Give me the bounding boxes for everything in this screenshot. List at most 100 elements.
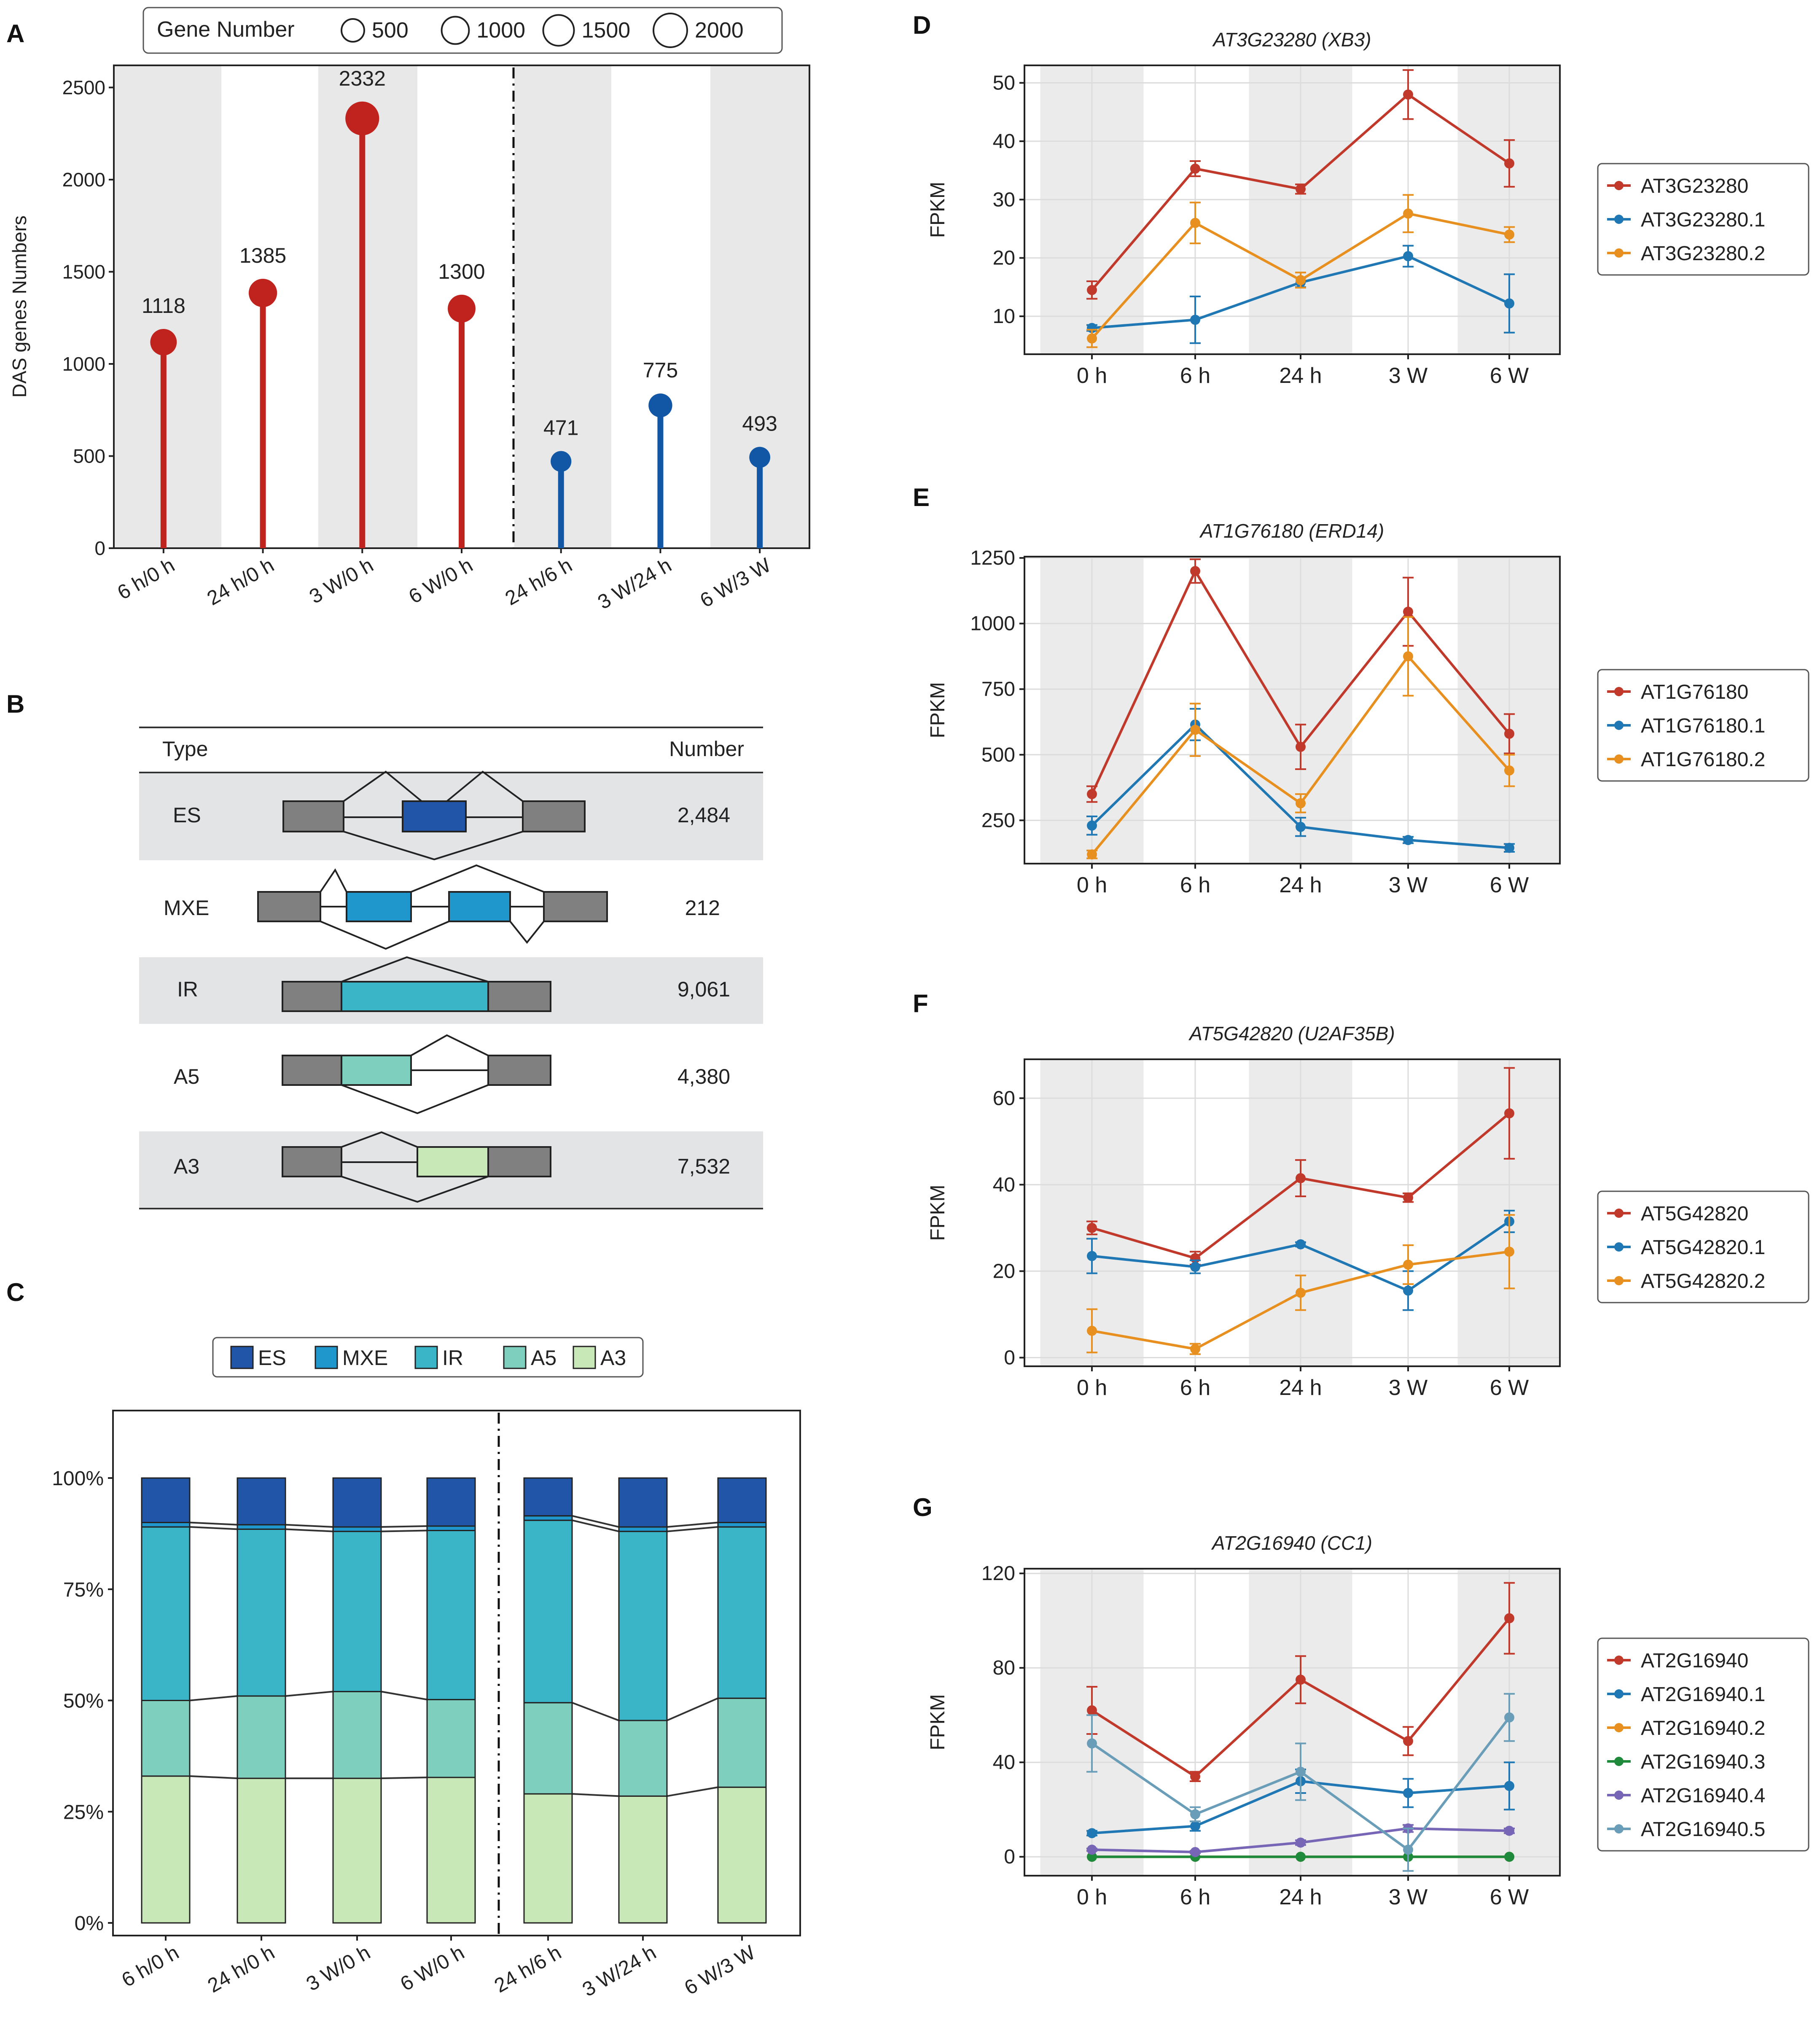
diagram-a5: [282, 1034, 551, 1115]
legend-label: AT3G23280.2: [1641, 242, 1765, 265]
table-row-type-mxe: MXE: [164, 896, 209, 920]
series-point: [1504, 1712, 1514, 1723]
stacked-bar-segment-a5: [523, 1702, 573, 1795]
lollipop-point: [749, 447, 771, 468]
panel-letter-f: F: [913, 989, 928, 1018]
panel-a-ytick-label: 1500: [62, 261, 105, 283]
chart-ytick-label: 20: [993, 1260, 1015, 1282]
series-point: [1296, 1852, 1306, 1862]
chart-ylabel: FPKM: [927, 1694, 949, 1750]
legend-key-point: [1614, 1790, 1624, 1800]
chart-title: AT3G23280 (XB3): [1212, 29, 1371, 51]
table-row-type-a5: A5: [174, 1065, 199, 1088]
diagram-ir: [282, 956, 551, 1012]
panel-a: 0 500 1000 1500 2000 2500 1118 1385 2332 1300 471…: [8, 7, 810, 614]
legend-swatch-ir: [414, 1346, 438, 1369]
lollipop-point: [248, 279, 277, 307]
panel-c-flow-line: [667, 1521, 718, 1528]
stacked-bar-segment-mxe: [618, 1526, 668, 1532]
panel-c-legend-items: ES MXE IR A5 A3: [230, 1346, 626, 1370]
series-point: [1504, 1781, 1514, 1791]
chart-xtick-label: 0 h: [1077, 1885, 1107, 1909]
panel-c-ytick-label: 25%: [63, 1801, 104, 1823]
stacked-bar-segment-es: [618, 1477, 668, 1528]
legend-key-point: [1614, 1656, 1624, 1665]
chart-xtick-label: 6 W: [1490, 873, 1529, 897]
panel-a-xtick-label: 24 h/0 h: [203, 554, 278, 610]
chart-xtick-label: 24 h: [1279, 1376, 1322, 1400]
panel-c-flow-line: [572, 1793, 619, 1797]
chart-ytick-label: 10: [993, 305, 1015, 328]
size-legend-label: 1500: [582, 18, 631, 43]
legend-key-point: [1614, 1689, 1624, 1699]
series-point: [1190, 1809, 1200, 1820]
chart-ytick-label: 1000: [970, 613, 1015, 635]
legend-label-a5: A5: [531, 1346, 556, 1370]
panel-c-ytick-label: 0%: [75, 1912, 104, 1935]
table-row-type-ir: IR: [177, 977, 198, 1001]
diagram-mxe: [257, 864, 608, 950]
legend-key-point: [1614, 754, 1624, 764]
chart-ylabel: FPKM: [927, 182, 949, 238]
legend-label: AT5G42820.1: [1641, 1236, 1765, 1259]
chart-ytick-label: 40: [993, 130, 1015, 153]
size-legend-items: 500 1000 1500 2000: [341, 13, 744, 48]
series-point: [1296, 1837, 1306, 1848]
legend-label: AT3G23280: [1641, 175, 1748, 197]
series-point: [1504, 158, 1514, 169]
panel-c-plot-border: [112, 1410, 801, 1936]
chart-legend-box: [1597, 163, 1809, 276]
chart-ytick-label: 40: [993, 1174, 1015, 1196]
stacked-bar-segment-a3: [717, 1786, 767, 1924]
series-point: [1296, 1173, 1306, 1183]
panel-c-xtick-label: 6 W/0 h: [397, 1941, 468, 1996]
stacked-bar-segment-a5: [237, 1695, 286, 1779]
stacked-bar-segment-es: [717, 1477, 767, 1523]
panel-a-xtick-label: 6 W/3 W: [696, 554, 775, 612]
chart-xtick-label: 3 W: [1389, 873, 1428, 897]
stacked-bar-segment-a3: [332, 1777, 382, 1924]
chart-ytick-label: 50: [993, 72, 1015, 94]
table-row-number-a5: 4,380: [677, 1065, 730, 1088]
panel-a-xtick-label: 6 W/0 h: [405, 554, 477, 608]
chart-title: AT1G76180 (ERD14): [1199, 520, 1384, 542]
series-point: [1403, 835, 1413, 845]
lollipop-point: [150, 328, 177, 355]
legend-key-point: [1614, 1209, 1624, 1218]
panel-a-ytick-label: 1000: [62, 353, 105, 375]
stacked-bar-segment-mxe: [523, 1515, 573, 1521]
lollipop-value-label: 493: [742, 412, 777, 436]
chart-ylabel: FPKM: [927, 682, 949, 738]
panel-c: ES MXE IR A5 A3 0% 25% 50% 75% 100% 6 h/0 h 24 h/…: [52, 1337, 801, 2001]
stacked-bar-segment-ir: [618, 1531, 668, 1721]
panel-c-flow-line: [667, 1526, 718, 1532]
panel-c-flow-line: [667, 1697, 718, 1721]
table-row-type-es: ES: [173, 803, 201, 827]
lollipop-value-label: 2332: [339, 67, 386, 90]
panel-c-flow-line: [572, 1702, 619, 1721]
stacked-bar-segment-es: [141, 1477, 191, 1523]
chart-ytick-label: 40: [993, 1751, 1015, 1774]
legend-label: AT2G16940: [1641, 1650, 1748, 1672]
chart-legend-box: [1597, 1190, 1809, 1303]
chart-ytick-label: 60: [993, 1087, 1015, 1109]
chart-legend-box: [1597, 669, 1809, 782]
series-point: [1403, 1788, 1413, 1798]
panel-e-line-chart: AT1G76180 (ERD14) 250 500 750 1000 1250 0 h 6 h…: [927, 520, 1809, 897]
table-row-number-mxe: 212: [685, 896, 720, 920]
chart-ylabel: FPKM: [927, 1185, 949, 1241]
series-point: [1296, 1239, 1306, 1249]
panel-a-ytick-label: 2000: [62, 169, 105, 191]
panel-letter-d: D: [913, 11, 931, 39]
chart-xtick-label: 6 h: [1180, 873, 1210, 897]
series-point: [1087, 1222, 1097, 1233]
legend-key-point: [1614, 248, 1624, 258]
series-point: [1403, 606, 1413, 617]
legend-label: AT2G16940.2: [1641, 1717, 1765, 1739]
chart-xtick-label: 6 h: [1180, 1885, 1210, 1909]
stacked-bar-segment-a5: [332, 1691, 382, 1779]
stacked-bar-segment-es: [523, 1477, 573, 1517]
size-legend-label: 500: [372, 18, 409, 43]
panel-c-flow-line: [381, 1529, 427, 1532]
stacked-bar-segment-es: [237, 1477, 286, 1526]
